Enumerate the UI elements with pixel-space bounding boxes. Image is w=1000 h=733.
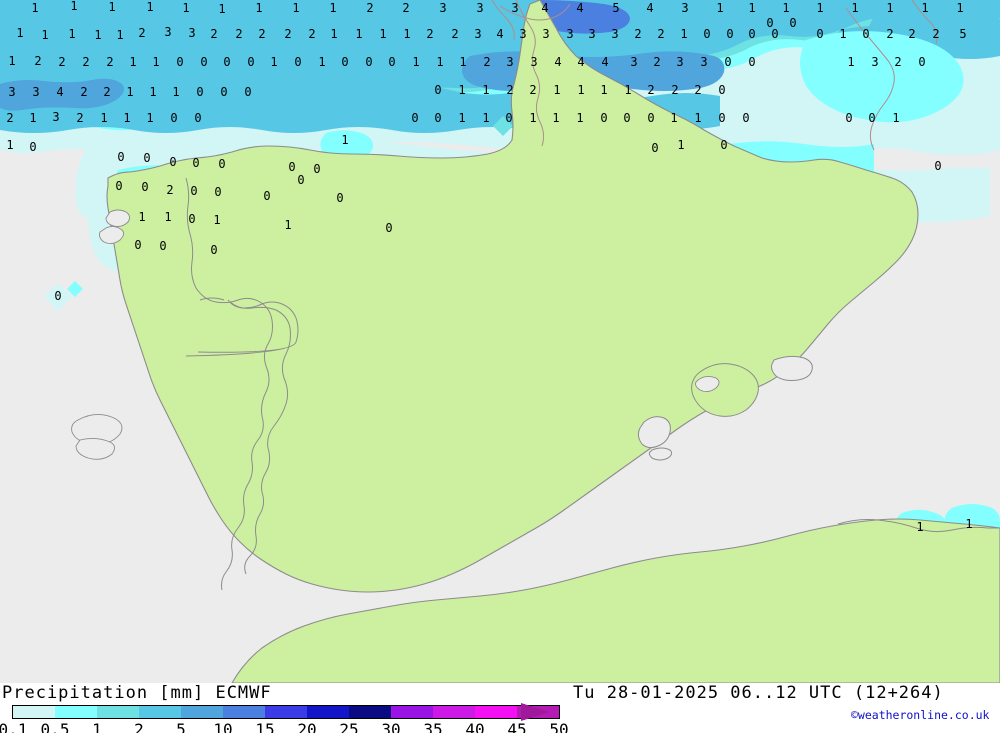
colorbar-tick-label: 0.1 (0, 720, 28, 733)
colorbar-tick-label: 20 (297, 720, 317, 733)
copyright-notice: ©weatheronline.co.uk (851, 708, 990, 722)
map-canvas (0, 0, 1000, 683)
portugal-border-main (185, 177, 273, 591)
colorbar-swatches (12, 705, 560, 719)
formentera-island (648, 447, 673, 461)
colorbar-overflow-arrow (521, 703, 549, 721)
precip-spot-tiny-2 (493, 116, 513, 136)
galicia-ria-notch (105, 209, 131, 227)
colorbar-tick-label: 30 (381, 720, 401, 733)
colorbar-tick-label: 35 (423, 720, 443, 733)
precipitation-colorbar[interactable]: 0.1 0.5 1 2 5 10 15 20 25 30 35 40 45 50 (0, 703, 569, 733)
colorbar-swatch (391, 706, 433, 718)
colorbar-swatch (307, 706, 349, 718)
galicia-ria-notch-2 (99, 225, 125, 245)
colorbar-swatch (181, 706, 223, 718)
france-internal-border (499, 3, 571, 21)
colorbar-swatch (13, 706, 55, 718)
pyrenees-border (845, 7, 895, 151)
country-borders (491, 0, 938, 151)
legend-title: Precipitation [mm] ECMWF (2, 683, 272, 703)
colorbar-swatch (349, 706, 391, 718)
colorbar-tick-label: 40 (465, 720, 485, 733)
colorbar-swatch (139, 706, 181, 718)
mallorca-bay (695, 375, 720, 393)
colorbar-tick-label: 15 (255, 720, 275, 733)
france-spain-border (515, 0, 545, 147)
ibiza-island (637, 416, 671, 449)
colorbar-swatch (223, 706, 265, 718)
border-segment-ne (911, 0, 938, 45)
colorbar-swatch (433, 706, 475, 718)
colorbar-tick-label: 25 (339, 720, 359, 733)
colorbar-tick-label: 10 (213, 720, 233, 733)
map-footer: Precipitation [mm] ECMWF Tu 28-01-2025 0… (0, 683, 1000, 733)
menorca-island (771, 355, 813, 381)
colorbar-tick-label: 45 (507, 720, 527, 733)
landmasses (71, 0, 1000, 683)
lisbon-estuary-2 (75, 437, 115, 460)
forecast-run-datetime: Tu 28-01-2025 06..12 UTC (12+264) (573, 683, 944, 703)
colorbar-swatch (97, 706, 139, 718)
iberian-peninsula-land (106, 0, 919, 593)
precip-ne-light (800, 31, 964, 123)
colorbar-tick-label: 50 (549, 720, 569, 733)
portugal-border-line (199, 297, 291, 575)
colorbar-swatch (475, 706, 517, 718)
precip-core-dark (0, 78, 124, 111)
africa-coastline-detail (837, 519, 1000, 533)
colorbar-swatch (265, 706, 307, 718)
colorbar-tick-label: 5 (176, 720, 186, 733)
colorbar-swatch (55, 706, 97, 718)
precip-spot-tiny-3 (67, 281, 83, 297)
colorbar-tick-label: 2 (134, 720, 144, 733)
border-segment-nw (491, 0, 515, 41)
colorbar-tick-label: 0.5 (40, 720, 70, 733)
precip-spot-atlantic (44, 283, 72, 311)
colorbar-tick-label: 1 (92, 720, 102, 733)
